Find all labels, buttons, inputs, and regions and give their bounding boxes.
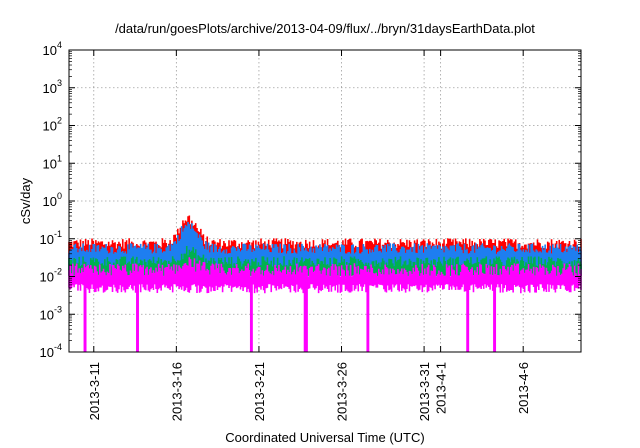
y-tick-exponent: 0	[57, 191, 62, 201]
y-tick-exponent: 4	[57, 40, 62, 50]
y-tick-label: 10-4	[40, 342, 62, 360]
y-tick-exponent: 1	[57, 153, 62, 163]
y-tick-label: 104	[43, 40, 62, 58]
x-axis-label: Coordinated Universal Time (UTC)	[225, 430, 424, 445]
series-3-trace	[68, 257, 582, 352]
y-tick-exponent: 2	[57, 116, 62, 126]
y-tick-label: 103	[43, 78, 62, 96]
x-tick-label: 2013-3-11	[87, 362, 102, 420]
x-tick-label: 2013-3-16	[169, 362, 184, 421]
series-layer	[68, 215, 582, 352]
y-tick-exponent: -3	[54, 304, 62, 314]
y-tick-label: 10-2	[40, 267, 62, 285]
x-tick-label: 2013-4-6	[516, 362, 531, 414]
x-tick-label: 2013-3-21	[252, 362, 267, 421]
y-tick-label: 10-3	[40, 304, 62, 322]
grid	[69, 50, 581, 352]
y-tick-exponent: -4	[54, 342, 62, 352]
y-tick-exponent: 3	[57, 78, 62, 88]
y-axis-label: cSv/day	[18, 177, 33, 224]
y-tick-exponent: -2	[54, 267, 62, 277]
y-tick-label: 101	[43, 153, 62, 171]
y-tick-label: 102	[43, 116, 62, 134]
x-tick-label: 2013-3-31	[417, 362, 432, 421]
chart-title: /data/run/goesPlots/archive/2013-04-09/f…	[115, 21, 535, 36]
y-tick-label: 100	[43, 191, 62, 209]
x-tick-label: 2013-4-1	[434, 362, 449, 414]
y-tick-exponent: -1	[54, 229, 62, 239]
x-axis: 2013-3-11 2013-3-16 2013-3-21 2013-3-26 2013…	[87, 50, 531, 421]
y-tick-label: 10-1	[40, 229, 62, 247]
x-tick-label: 2013-3-26	[335, 362, 350, 421]
